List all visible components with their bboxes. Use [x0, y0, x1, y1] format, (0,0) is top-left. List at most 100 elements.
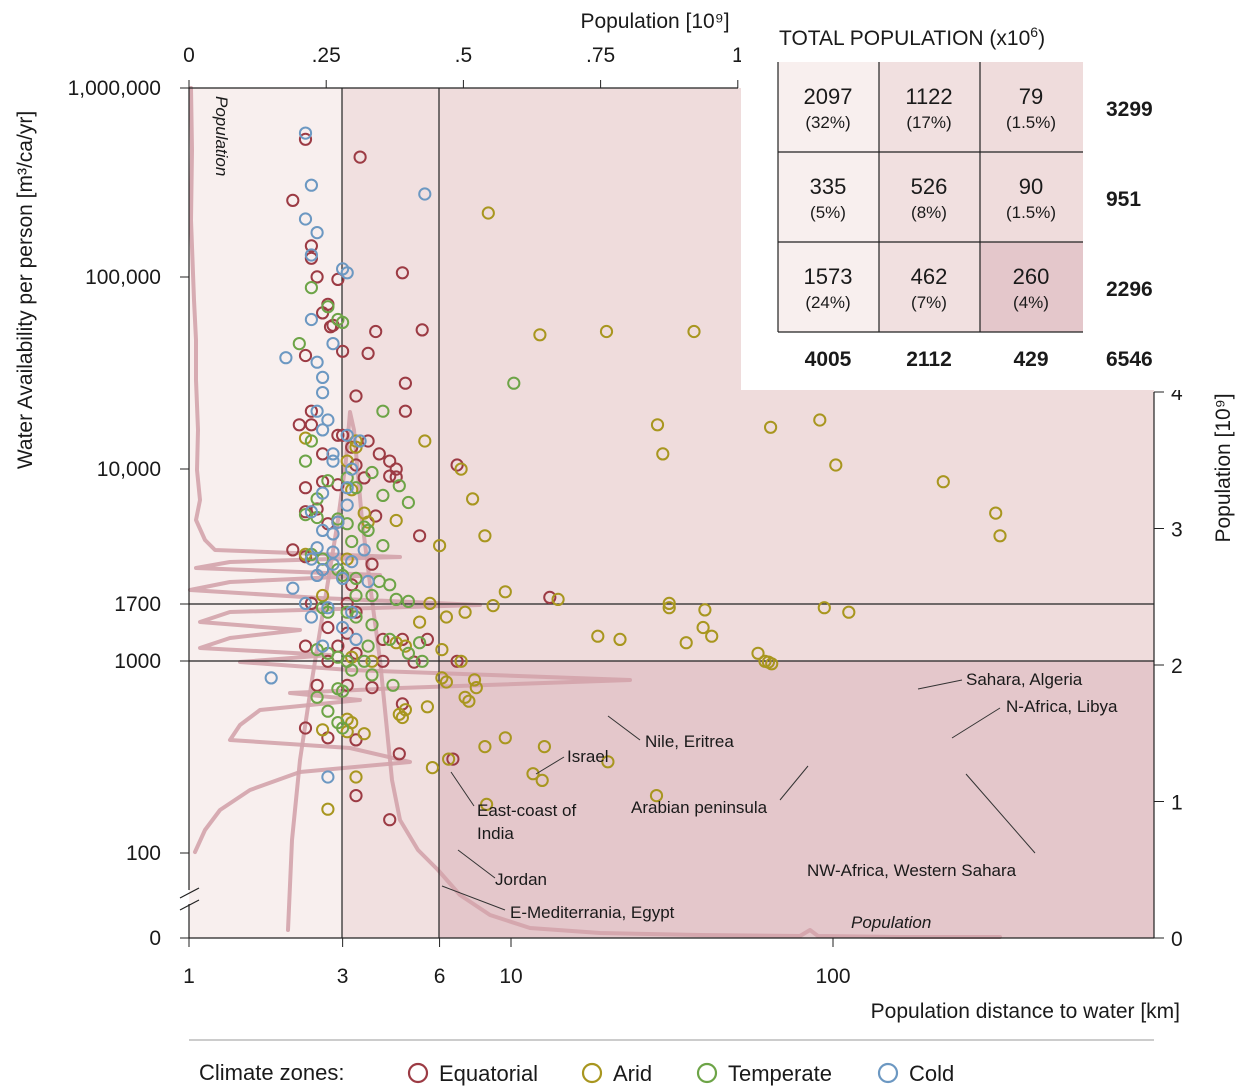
point-arid	[420, 700, 434, 714]
point-arid	[526, 767, 540, 781]
point-equatorial	[298, 481, 313, 495]
point-cold	[310, 541, 324, 555]
annotation-nw-africa: NW-Africa, Western Sahara	[807, 861, 1017, 880]
point-temperate	[349, 588, 363, 603]
point-arid	[537, 740, 552, 754]
x-tick-label: 3	[337, 965, 349, 988]
point-cold	[298, 212, 313, 226]
point-equatorial	[415, 323, 429, 337]
point-arid	[486, 599, 500, 613]
table-row-total: 3299	[1106, 98, 1153, 121]
axis-break-mark	[179, 887, 200, 899]
legend-label-arid: Arid	[613, 1061, 652, 1086]
point-arid	[687, 324, 701, 339]
point-equatorial	[369, 324, 383, 339]
point-arid	[389, 513, 403, 528]
top-tick-label: .5	[455, 44, 473, 67]
point-arid	[829, 458, 843, 472]
y-tick-label: 1700	[114, 593, 161, 616]
annotation-east-coast-line2: India	[477, 824, 514, 843]
point-equatorial	[361, 346, 375, 360]
point-cold	[304, 248, 318, 262]
point-arid	[458, 690, 472, 704]
annotation-nile-eritrea: Nile, Eritrea	[645, 732, 734, 751]
table-cell-percent: (1.5%)	[1006, 113, 1056, 132]
table-cell-value: 79	[1019, 84, 1043, 109]
region-right-bottom	[439, 661, 1154, 938]
point-arid	[764, 420, 778, 434]
point-equatorial	[365, 557, 379, 571]
table-cell-percent: (1.5%)	[1006, 203, 1056, 222]
table-cell-bg	[778, 62, 879, 332]
point-cold	[340, 266, 354, 280]
point-cold	[316, 486, 330, 500]
point-temperate	[345, 534, 359, 549]
point-cold	[361, 574, 375, 589]
point-cold	[340, 498, 354, 512]
point-temperate	[392, 479, 406, 493]
point-temperate	[401, 594, 415, 609]
legend-marker-arid	[581, 1062, 603, 1084]
point-equatorial	[389, 470, 403, 484]
point-cold	[310, 355, 324, 369]
population-curve-horizontal	[286, 410, 1002, 939]
region-middle	[342, 88, 439, 938]
point-equatorial	[365, 681, 379, 695]
point-arid	[469, 681, 483, 695]
point-temperate	[345, 663, 359, 677]
point-equatorial	[376, 632, 390, 647]
point-cold	[304, 178, 318, 192]
point-cold	[345, 462, 359, 476]
table-cell-percent: (4%)	[1013, 293, 1049, 312]
annotation-jordan: Jordan	[495, 870, 547, 889]
legend: Equatorial Arid Temperate Cold	[407, 1061, 954, 1086]
table-cell-value: 1573	[804, 264, 853, 289]
point-arid	[458, 605, 472, 619]
point-equatorial	[349, 605, 363, 619]
point-arid	[418, 434, 432, 448]
point-arid	[478, 740, 492, 754]
point-temperate	[310, 690, 324, 704]
point-arid	[842, 605, 856, 619]
point-arid	[357, 727, 371, 741]
annotation-arabian-peninsula: Arabian peninsula	[631, 798, 768, 817]
point-equatorial	[450, 654, 464, 668]
point-equatorial	[383, 469, 397, 483]
table-cell-bg	[980, 242, 1083, 332]
table-row-total: 2296	[1106, 278, 1153, 301]
point-temperate	[349, 481, 363, 495]
point-arid	[936, 475, 950, 489]
point-cold	[304, 610, 318, 624]
point-equatorial	[398, 404, 412, 418]
axis-ticks: 1 3 6 10 10001001000170010,000100,0001,000,0…	[68, 44, 1183, 988]
axis-break-mark	[179, 899, 200, 911]
table-col-total: 2112	[906, 348, 952, 371]
point-cold	[349, 632, 363, 647]
point-cold	[310, 404, 324, 418]
annotation-labels: Sahara, Algeria N-Africa, Libya Nile, Er…	[477, 670, 1118, 922]
point-temperate	[415, 654, 429, 668]
point-equatorial	[349, 733, 363, 747]
point-arid	[365, 654, 379, 668]
x-tick-label: 1	[183, 965, 195, 988]
point-arid	[433, 539, 447, 553]
point-temperate	[336, 721, 350, 735]
point-cold	[316, 423, 330, 437]
point-arid	[679, 636, 693, 650]
point-cold	[326, 454, 340, 468]
point-equatorial	[420, 632, 434, 647]
point-equatorial	[336, 428, 350, 442]
point-temperate	[376, 488, 390, 502]
point-cold	[310, 226, 324, 240]
point-cold	[336, 620, 350, 635]
point-arid	[321, 802, 335, 816]
point-equatorial	[349, 789, 363, 803]
point-arid	[466, 492, 480, 506]
point-temperate	[365, 465, 379, 480]
population-label-vertical: Population	[212, 96, 231, 176]
point-arid	[817, 601, 831, 615]
point-arid	[478, 529, 492, 543]
point-equatorial	[298, 721, 313, 735]
annotation-east-coast-line1: East-coast of	[477, 801, 576, 820]
point-equatorial	[398, 376, 412, 390]
